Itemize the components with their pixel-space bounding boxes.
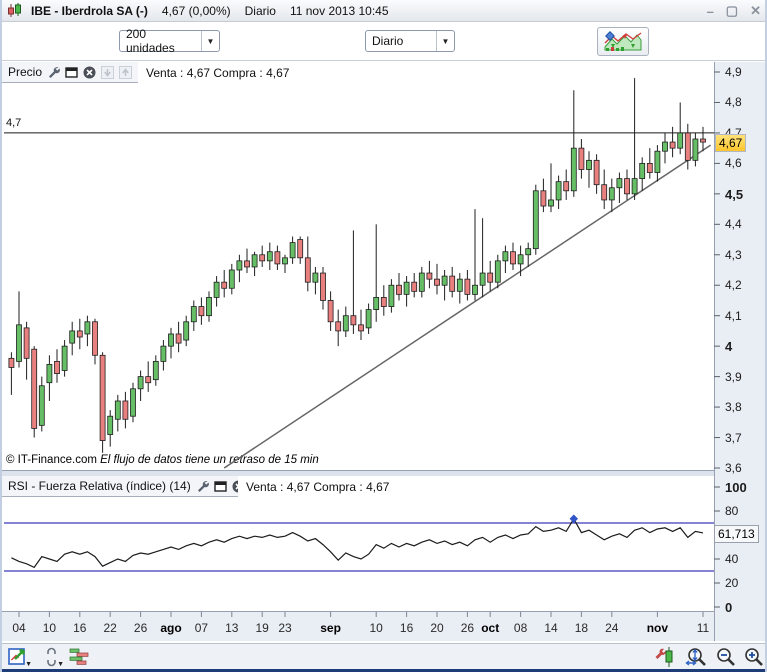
price-tick-label: 4 xyxy=(725,339,733,355)
price-tick-label: 4,4 xyxy=(725,217,742,232)
maximize-button[interactable]: ▢ xyxy=(725,3,739,18)
chevron-down-icon: ▼ xyxy=(201,31,219,51)
price-tick-label: 4,2 xyxy=(725,278,742,293)
price-panel-header: Precio xyxy=(2,62,140,83)
units-dropdown-value: 200 unidades xyxy=(126,27,175,55)
time-tick-label: 16 xyxy=(399,621,414,635)
market-depth-icon[interactable] xyxy=(68,646,90,668)
price-tick-label: 4,1 xyxy=(725,308,742,323)
time-tick-label: 26 xyxy=(133,621,148,635)
price-tick-label: 4,3 xyxy=(725,247,742,262)
wrench-icon[interactable] xyxy=(47,66,60,79)
export-chart-icon[interactable]: ▼ xyxy=(8,646,32,668)
title-datetime: 11 nov 2013 10:45 xyxy=(289,3,389,18)
time-tick-label: nov xyxy=(646,621,669,635)
time-tick-label: 08 xyxy=(513,621,528,635)
time-tick-label: 04 xyxy=(12,621,26,635)
toolbar: 200 unidades ▼ Diario ▼ xyxy=(2,23,765,61)
time-tick-label: 11 xyxy=(696,621,710,635)
time-tick-label: 10 xyxy=(369,621,383,635)
price-axis[interactable]: 4,9 4,8 4,7 4,6 4,5 4,4 4,3 4,2 4,1 4 3,9 3,8 3,7 3,6… xyxy=(714,62,765,641)
units-dropdown[interactable]: 200 unidades ▼ xyxy=(119,27,220,55)
delay-disclaimer: El flujo de datos tiene un retraso de 15… xyxy=(100,454,319,466)
period-dropdown[interactable]: Diario ▼ xyxy=(365,30,455,52)
time-axis[interactable]: 04 10 16 22 26 ago 07 13 19 23 sep 10 16 20 26 oct 08 14 1… xyxy=(2,611,714,641)
time-tick-label: ago xyxy=(160,621,182,635)
window-frame-icon[interactable] xyxy=(214,480,227,493)
symbol-title: IBE - Iberdrola SA (-) xyxy=(31,3,148,18)
app-candles-icon xyxy=(7,3,23,18)
price-panel-quote: Venta : 4,67 Compra : 4,67 xyxy=(138,62,290,83)
time-tick-label: 16 xyxy=(73,621,87,635)
hline-label: 4,7 xyxy=(6,117,22,129)
rsi-tick-label: 100 xyxy=(725,480,747,495)
title-period: Diario xyxy=(244,3,276,18)
time-tick-label: sep xyxy=(320,621,341,635)
price-tick-label: 4,8 xyxy=(725,95,742,110)
time-tick-label: oct xyxy=(481,621,500,635)
time-tick-label: 24 xyxy=(605,621,619,635)
time-tick-label: 13 xyxy=(225,621,239,635)
zoom-out-icon[interactable] xyxy=(714,646,736,668)
price-tick-label: 3,7 xyxy=(725,430,742,445)
title-bar: IBE - Iberdrola SA (-) 4,67 (0,00%) Diar… xyxy=(2,0,765,22)
status-bar: ▼ ▼ xyxy=(2,643,765,669)
rsi-value-tag: 61,713 xyxy=(714,524,759,543)
chevron-down-icon: ▼ xyxy=(25,661,32,668)
last-price-tag: 4,67 xyxy=(715,134,747,153)
time-tick-label: 14 xyxy=(544,621,558,635)
time-tick-label: 18 xyxy=(574,621,589,635)
rsi-tick-label: 0 xyxy=(725,600,733,615)
period-dropdown-value: Diario xyxy=(372,34,404,48)
wrench-icon[interactable] xyxy=(196,480,209,493)
zoom-fit-icon[interactable] xyxy=(685,646,707,668)
rsi-panel-header: RSI - Fuerza Relativa (índice) (14) xyxy=(2,476,252,497)
chart-style-icon xyxy=(604,31,642,51)
move-panel-down-icon[interactable] xyxy=(101,65,115,79)
title-quote: 4,67 (0,00%) xyxy=(161,3,231,18)
time-tick-label: 10 xyxy=(42,621,57,635)
price-tick-label: 4,9 xyxy=(725,65,742,79)
price-tick-label: 3,6 xyxy=(725,461,742,475)
chart-style-button[interactable] xyxy=(597,27,649,56)
price-panel-title: Precio xyxy=(8,65,43,79)
time-tick-label: 07 xyxy=(194,621,209,635)
window-bottom-border xyxy=(2,669,765,672)
price-tick-label: 4,6 xyxy=(725,156,742,171)
rsi-panel-quote: Venta : 4,67 Compra : 4,67 xyxy=(238,476,390,497)
rsi-tick-label: 20 xyxy=(725,576,739,590)
time-tick-label: 19 xyxy=(255,621,269,635)
close-panel-icon[interactable] xyxy=(83,66,96,79)
time-tick-label: 20 xyxy=(430,621,444,635)
price-tick-label: 3,8 xyxy=(725,400,742,415)
time-tick-label: 26 xyxy=(460,621,475,635)
copyright-text: © IT-Finance.com xyxy=(6,454,97,466)
chevron-down-icon: ▼ xyxy=(57,661,64,668)
time-tick-label: 23 xyxy=(278,621,292,635)
chart-config-icon[interactable] xyxy=(654,646,676,668)
time-tick-label: 22 xyxy=(103,621,117,635)
window-frame-icon[interactable] xyxy=(65,66,78,79)
move-panel-up-icon[interactable] xyxy=(119,65,133,79)
panel-gap[interactable] xyxy=(2,471,714,476)
zoom-in-icon[interactable] xyxy=(742,646,764,668)
rsi-tick-label: 40 xyxy=(725,552,739,566)
price-tick-label: 4,5 xyxy=(725,186,744,202)
rsi-tick-label: 80 xyxy=(725,504,739,518)
close-button[interactable]: ✕ xyxy=(750,3,761,18)
link-scales-icon[interactable]: ▼ xyxy=(40,646,64,668)
rsi-panel-title: RSI - Fuerza Relativa (índice) (14) xyxy=(8,479,191,493)
copyright-line: © IT-Finance.com El flujo de datos tiene… xyxy=(6,454,319,466)
panel-separator xyxy=(2,470,714,471)
price-tick-label: 3,9 xyxy=(725,369,742,384)
chevron-down-icon: ▼ xyxy=(436,31,454,51)
minimize-button[interactable]: – xyxy=(706,3,714,19)
